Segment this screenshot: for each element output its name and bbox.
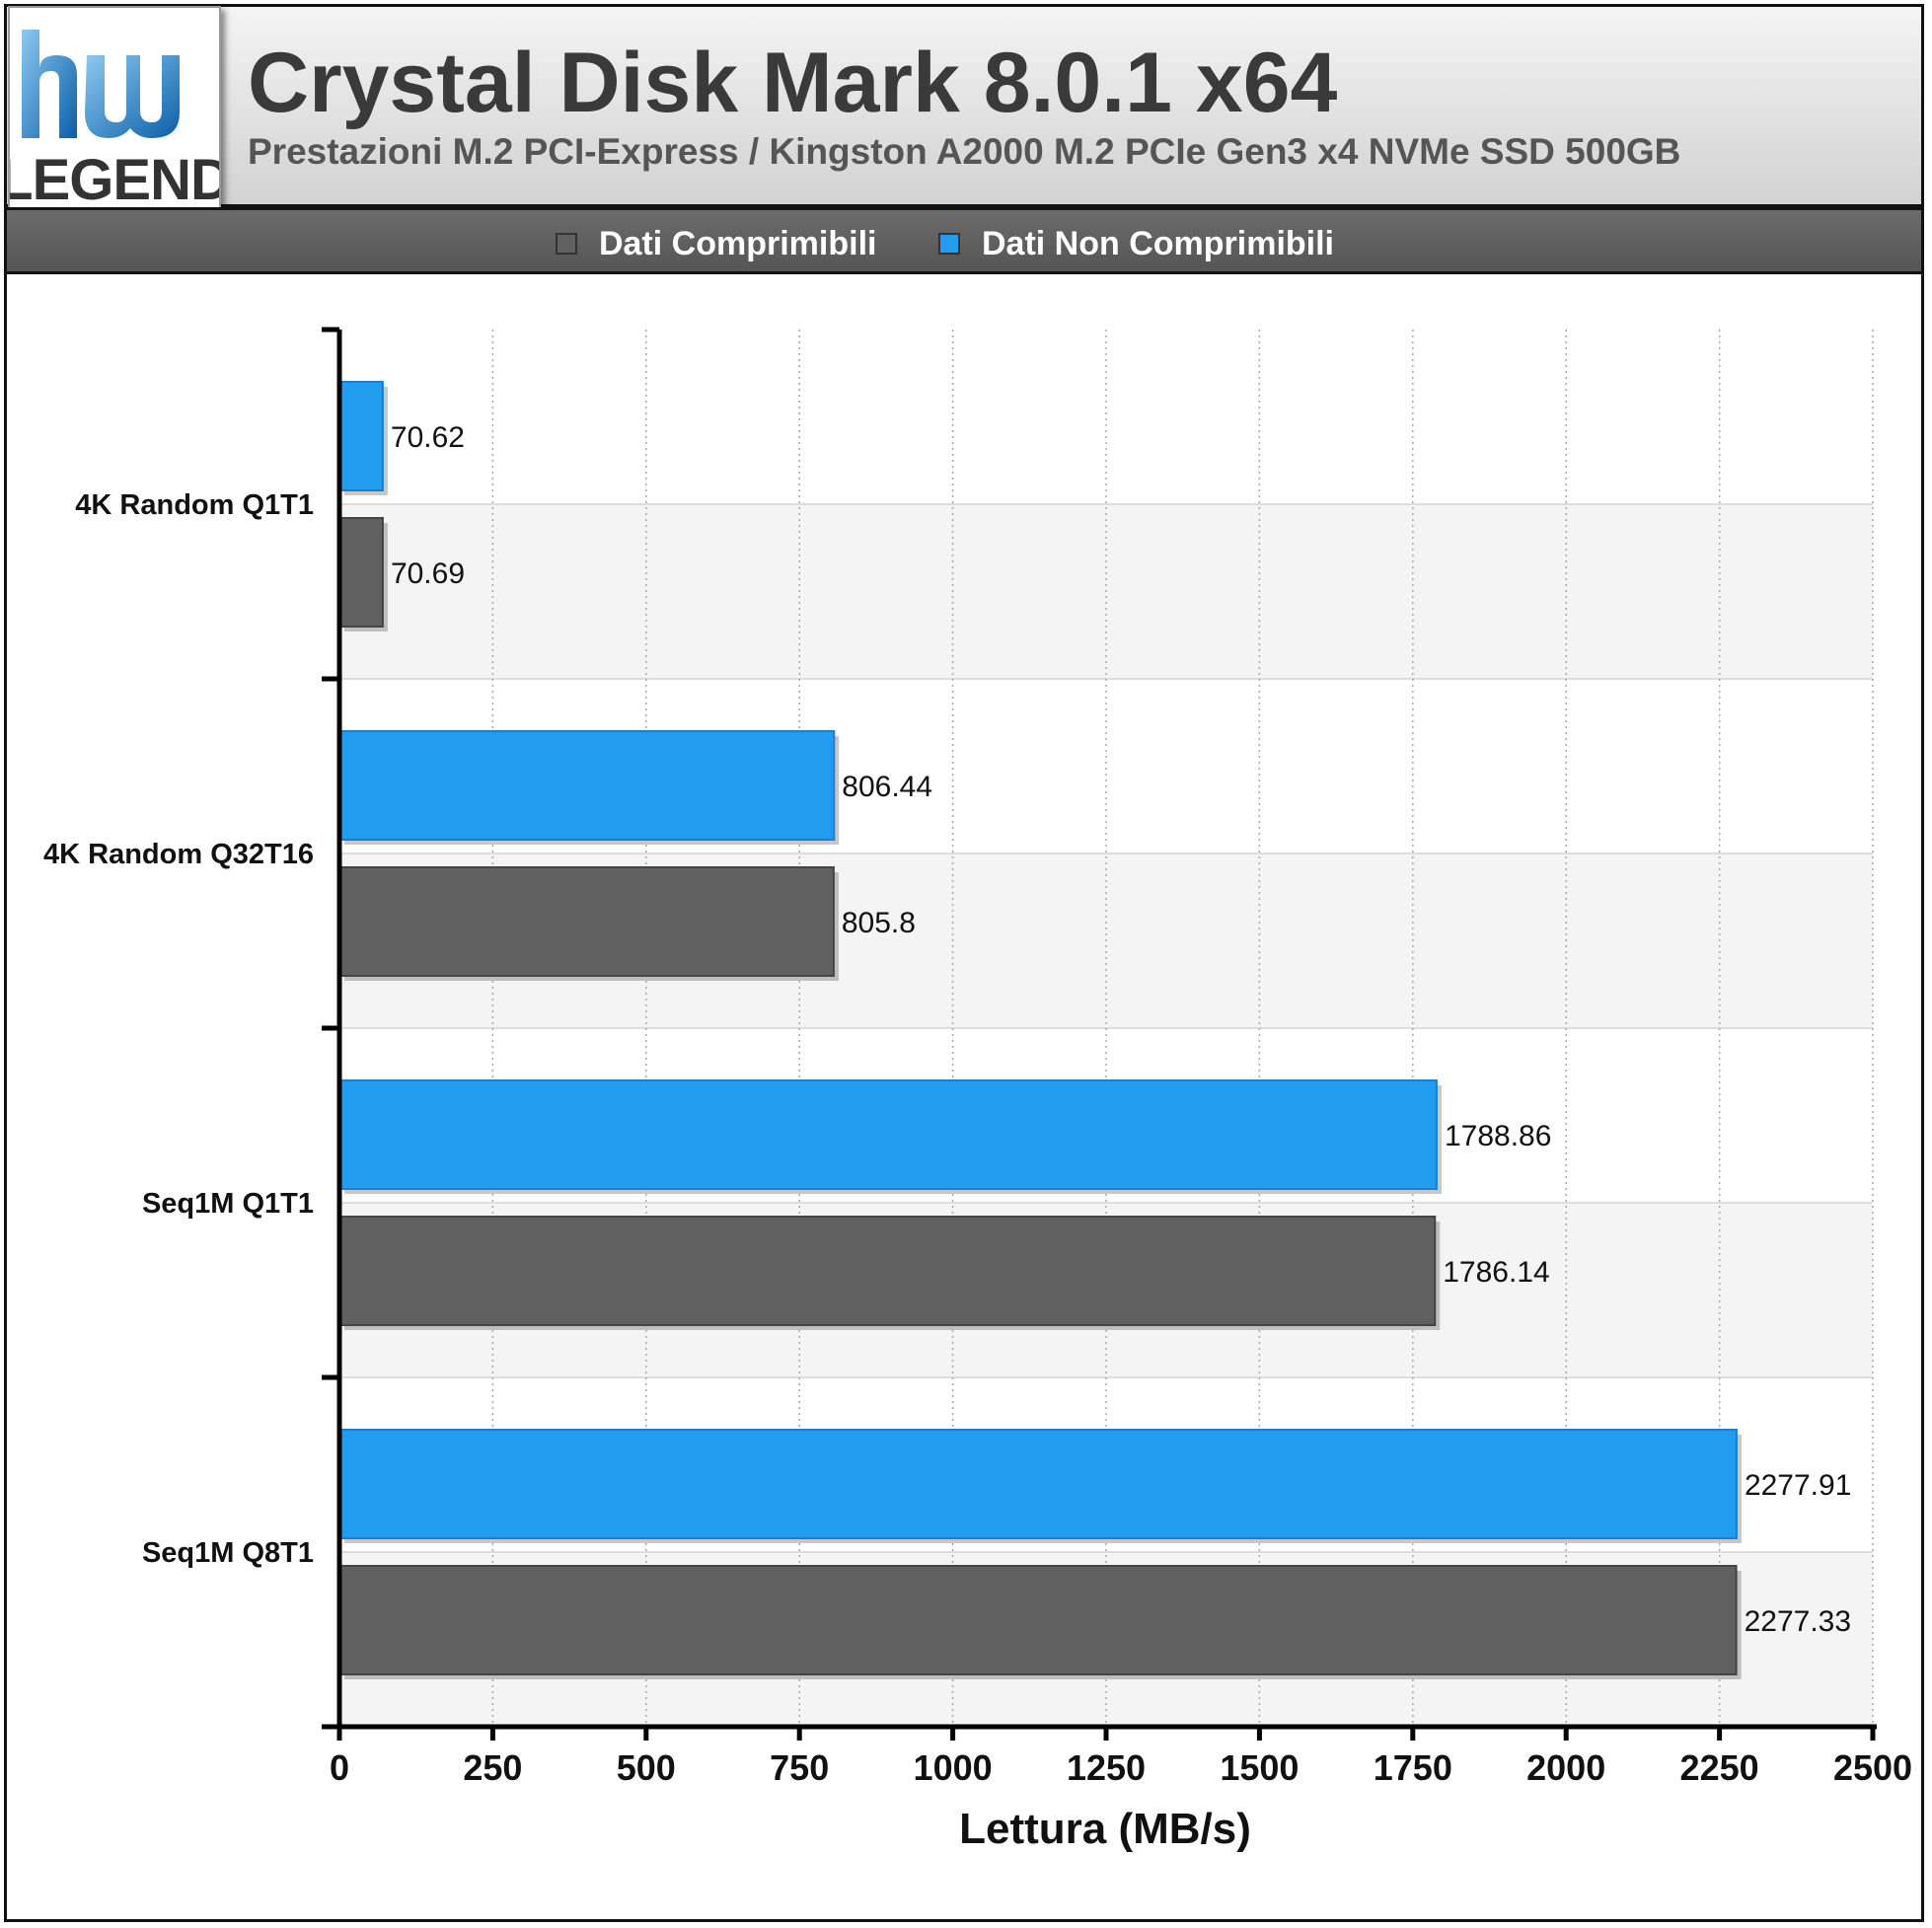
legend-swatch-incompressible xyxy=(938,233,960,255)
value-label: 70.69 xyxy=(391,557,465,590)
bar-compressible xyxy=(338,1216,1437,1326)
value-label: 2277.91 xyxy=(1745,1469,1851,1502)
x-tick-label: 1000 xyxy=(914,1747,993,1788)
hw-legend-logo: LEGEND xyxy=(0,6,232,217)
bar-incompressible xyxy=(338,1079,1438,1190)
x-tick-label: 2000 xyxy=(1526,1747,1605,1788)
legend-label-compressible: Dati Comprimibili xyxy=(599,224,877,262)
value-label: 2277.33 xyxy=(1745,1605,1851,1638)
x-tick-label: 1250 xyxy=(1067,1747,1146,1788)
category-label: Seq1M Q1T1 xyxy=(142,1188,314,1220)
axes xyxy=(322,327,1877,1741)
bar-incompressible xyxy=(338,1429,1738,1539)
chart-header: Crystal Disk Mark 8.0.1 x64 Prestazioni … xyxy=(4,4,1924,207)
legend: Dati Comprimibili Dati Non Comprimibili xyxy=(4,207,1924,274)
x-tick-label: 500 xyxy=(617,1747,676,1788)
x-tick-label: 1750 xyxy=(1374,1747,1452,1788)
value-label: 1786.14 xyxy=(1443,1256,1549,1289)
category-label: 4K Random Q1T1 xyxy=(75,489,314,521)
bar-incompressible xyxy=(338,381,384,491)
value-labels: 70.62 806.44 1788.86 2277.91 70.69 805.8 1786.… xyxy=(391,421,1852,1638)
x-tick-label: 2250 xyxy=(1680,1747,1759,1788)
legend-swatch-compressible xyxy=(556,233,577,255)
chart-subtitle: Prestazioni M.2 PCI-Express / Kingston A… xyxy=(248,131,1681,172)
category-label: 4K Random Q32T16 xyxy=(43,839,314,870)
x-tick-label: 750 xyxy=(770,1747,829,1788)
legend-item-compressible: Dati Comprimibili xyxy=(556,224,876,263)
logo-text: LEGEND xyxy=(10,148,219,212)
plot-band-light xyxy=(339,330,1873,504)
value-label: 1788.86 xyxy=(1445,1120,1551,1152)
bars xyxy=(338,381,1742,1679)
value-label: 806.44 xyxy=(842,771,932,803)
bar-compressible xyxy=(338,517,384,628)
category-label: Seq1M Q8T1 xyxy=(142,1537,314,1569)
x-tick-label: 250 xyxy=(463,1747,522,1788)
legend-label-incompressible: Dati Non Comprimibili xyxy=(982,224,1334,262)
value-label: 70.62 xyxy=(391,421,465,454)
bar-compressible xyxy=(338,866,835,977)
x-tick-label: 2500 xyxy=(1833,1747,1912,1788)
x-tick-label: 1500 xyxy=(1220,1747,1299,1788)
chart-title: Crystal Disk Mark 8.0.1 x64 xyxy=(248,36,1338,130)
x-axis-title: Lettura (MB/s) xyxy=(959,1805,1251,1853)
legend-item-incompressible: Dati Non Comprimibili xyxy=(938,224,1334,263)
bar-incompressible xyxy=(338,730,836,841)
x-tick-label: 0 xyxy=(330,1747,349,1788)
category-labels: 4K Random Q1T1 4K Random Q32T16 Seq1M Q1T1… xyxy=(43,489,314,1569)
bar-compressible xyxy=(338,1565,1738,1675)
tick-labels: 0 250 500 750 1000 1250 1500 1750 2000 2250 2500 xyxy=(330,1747,1912,1788)
value-label: 805.8 xyxy=(842,907,916,939)
gridlines xyxy=(491,330,1874,1727)
